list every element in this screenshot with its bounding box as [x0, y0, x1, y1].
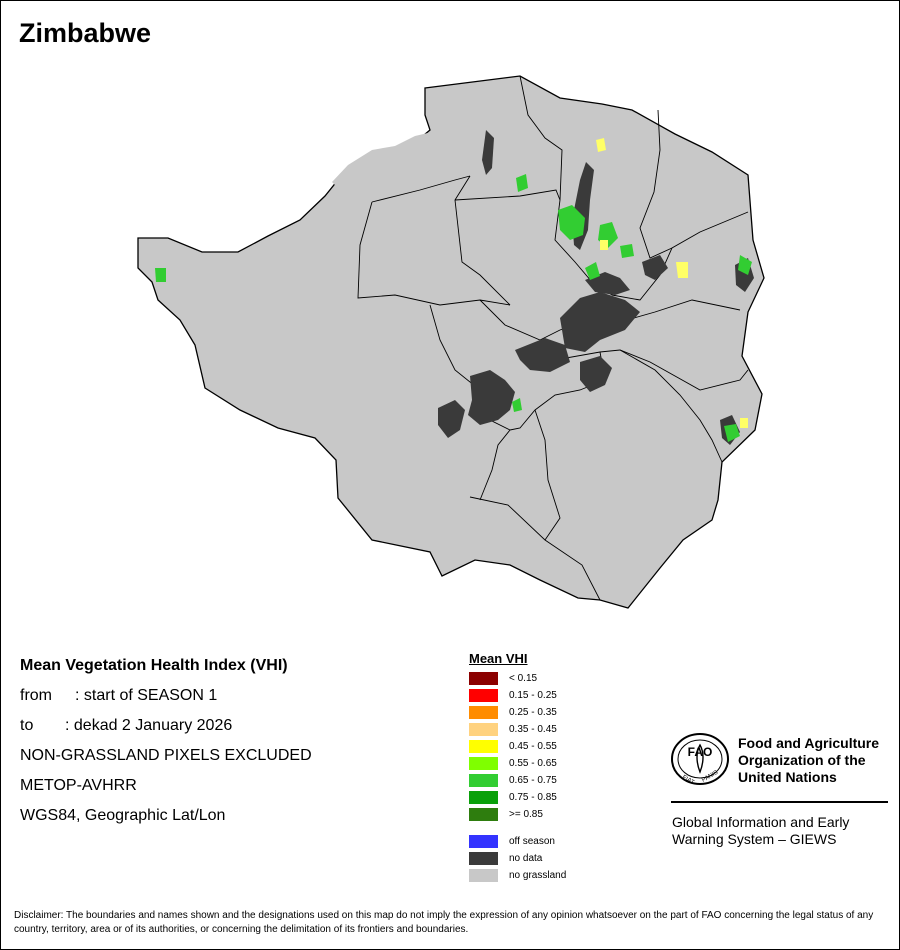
fao-name: Food and Agriculture Organization of the… — [738, 735, 879, 786]
map-title: Zimbabwe — [19, 18, 152, 48]
sensor-label: METOP-AVHRR — [20, 777, 137, 794]
legend-label: < 0.15 — [509, 673, 538, 684]
legend-swatch — [469, 808, 498, 821]
legend-label: 0.45 - 0.55 — [509, 741, 557, 752]
legend-swatch — [469, 672, 498, 685]
index-heading: Mean Vegetation Health Index (VHI) — [20, 657, 288, 674]
no-data-pixels — [438, 130, 754, 445]
fao-emblem-icon: FAO FIAT PANIS — [671, 733, 729, 786]
legend-swatch — [469, 869, 498, 882]
legend-label: 0.75 - 0.85 — [509, 792, 557, 803]
vhi-yellow-pixels — [596, 138, 748, 428]
legend-label: 0.15 - 0.25 — [509, 690, 557, 701]
from-value: : start of SEASON 1 — [75, 687, 218, 704]
legend-label: no grassland — [509, 870, 567, 881]
legend-swatch — [469, 689, 498, 702]
legend-label: no data — [509, 853, 543, 864]
exclusion-note: NON-GRASSLAND PIXELS EXCLUDED — [20, 747, 312, 764]
fao-motto-left: FIAT — [681, 775, 695, 786]
to-value: : dekad 2 January 2026 — [65, 717, 233, 734]
legend-swatch — [469, 706, 498, 719]
fao-divider — [671, 801, 888, 803]
giews-block: Global Information and Early Warning Sys… — [672, 814, 849, 848]
legend-swatch — [469, 835, 498, 848]
fao-name-line2: Organization of the — [738, 752, 866, 768]
disclaimer: Disclaimer: The boundaries and names sho… — [14, 910, 874, 935]
legend-swatch — [469, 774, 498, 787]
country-zimbabwe — [137, 75, 765, 609]
legend-label: off season — [509, 836, 555, 847]
legend-title: Mean VHI — [469, 651, 528, 666]
province-boundaries — [357, 75, 749, 601]
legend-label: 0.25 - 0.35 — [509, 707, 557, 718]
fao-emblem-letters: FAO — [688, 745, 713, 759]
legend-swatch — [469, 852, 498, 865]
lake-kariba — [332, 132, 440, 188]
fao-name-line3: United Nations — [738, 769, 837, 785]
legend-swatch — [469, 723, 498, 736]
legend-swatch — [469, 740, 498, 753]
legend-label: 0.35 - 0.45 — [509, 724, 557, 735]
fao-name-line1: Food and Agriculture — [738, 735, 880, 751]
from-label: from — [20, 687, 52, 704]
giews-line2: Warning System – GIEWS — [672, 831, 837, 847]
legend-swatch — [469, 791, 498, 804]
giews-line1: Global Information and Early — [672, 814, 850, 830]
legend-label: 0.55 - 0.65 — [509, 758, 557, 769]
legend-label: >= 0.85 — [509, 809, 543, 820]
legend-label: 0.65 - 0.75 — [509, 775, 557, 786]
projection-label: WGS84, Geographic Lat/Lon — [20, 807, 226, 824]
to-label: to — [20, 717, 34, 734]
legend-swatch — [469, 757, 498, 770]
map-canvas — [137, 75, 765, 609]
